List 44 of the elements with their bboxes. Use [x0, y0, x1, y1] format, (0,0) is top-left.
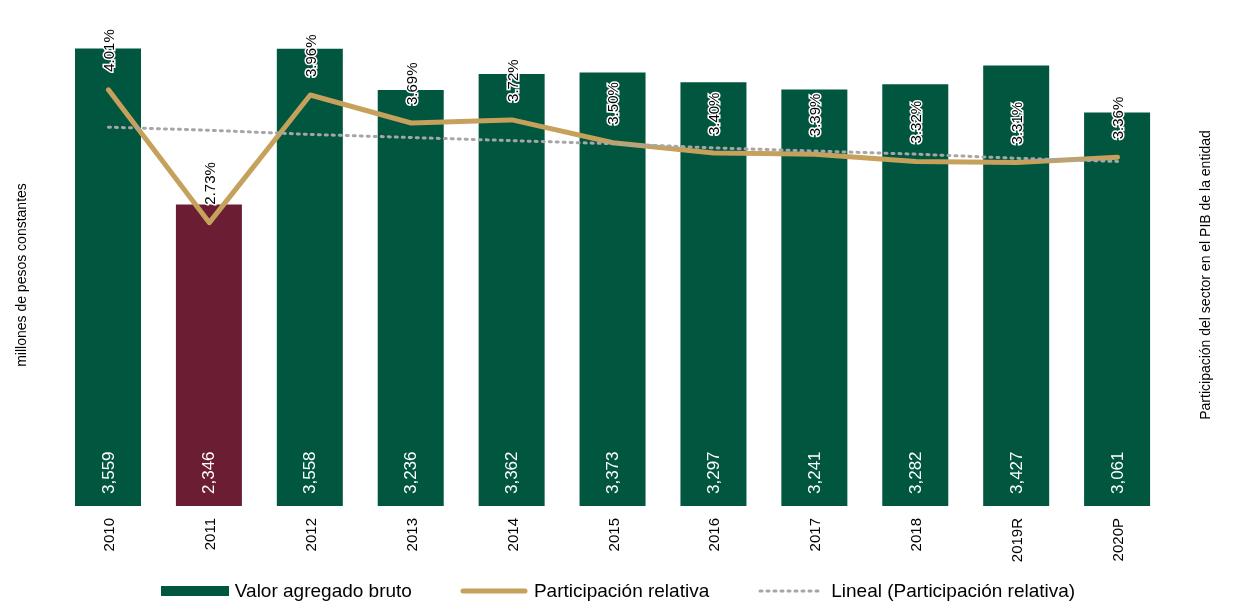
data-label: 3,236	[401, 451, 421, 494]
y2-axis-title: Participación del sector en el PIB de la entidad	[1196, 130, 1213, 420]
bar	[781, 89, 848, 506]
data-label: 3,373	[603, 451, 623, 494]
x-tick-label: 2018	[907, 518, 925, 552]
data-label: 3.40%	[705, 92, 723, 136]
data-label: 3.69%	[402, 62, 420, 105]
data-label: 3,362	[502, 451, 522, 494]
x-tick-label: 2017	[806, 518, 824, 552]
legend-label: Participación relativa	[533, 580, 710, 602]
x-tick-label: 2020P	[1109, 518, 1127, 562]
data-label: 3,559	[98, 451, 118, 494]
data-label: 3,297	[703, 451, 723, 494]
data-label: 3,558	[300, 451, 320, 494]
legend-label: Lineal (Participación relativa)	[831, 580, 1076, 602]
x-tick-label: 2012	[301, 518, 319, 552]
x-tick-label: 2015	[604, 518, 622, 552]
bar	[680, 82, 747, 506]
bar	[579, 72, 646, 506]
data-label: 2,346	[199, 451, 219, 494]
x-tick-label: 2016	[705, 518, 723, 552]
data-label: 3,061	[1107, 451, 1127, 494]
data-label: 3.32%	[907, 100, 925, 144]
data-label: 3.72%	[503, 59, 521, 102]
data-label: 3,282	[905, 451, 925, 494]
data-label: 3.39%	[806, 93, 824, 137]
bar	[882, 84, 949, 506]
x-tick-label: 2019R	[1008, 517, 1026, 563]
bar	[175, 204, 242, 506]
data-label: 3,241	[804, 451, 824, 494]
data-label: 3,427	[1006, 451, 1026, 494]
x-tick-label: 2013	[402, 518, 420, 552]
x-tick-label: 2014	[503, 518, 521, 552]
x-tick-label: 2011	[200, 518, 218, 551]
data-label: 3.96%	[301, 34, 319, 77]
data-label: 3.31%	[1008, 101, 1026, 145]
data-label: 3.50%	[604, 82, 622, 125]
bar	[983, 65, 1050, 506]
data-label: 4.01%	[99, 29, 117, 72]
data-label: 3.36%	[1109, 96, 1127, 140]
x-tick-label: 2010	[99, 518, 117, 552]
legend-label: Valor agregado bruto	[234, 580, 412, 602]
data-label: 2.73%	[200, 162, 218, 205]
y-axis-title: millones de pesos constantes	[12, 183, 29, 367]
